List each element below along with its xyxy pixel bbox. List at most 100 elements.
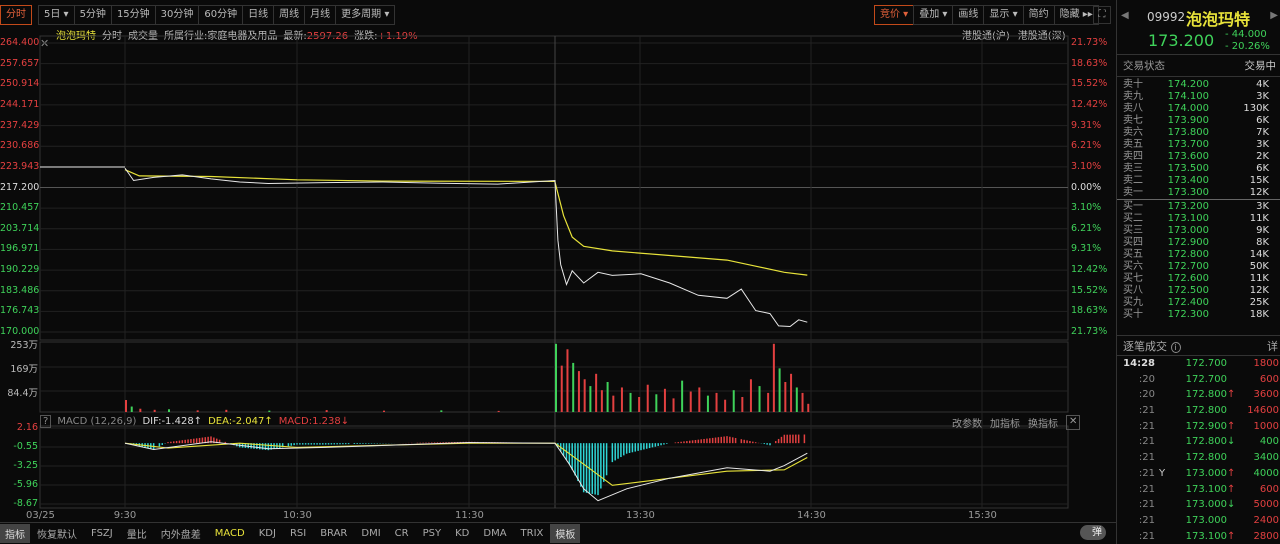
- trade-arrow: ↓: [1227, 436, 1236, 448]
- volume-bar: [724, 399, 727, 412]
- indicator-tab[interactable]: KD: [455, 528, 470, 539]
- level-label: 卖七: [1123, 115, 1143, 126]
- indicator-tab[interactable]: KDJ: [258, 528, 276, 539]
- help-icon[interactable]: ?: [40, 415, 52, 428]
- prev-stock-icon[interactable]: ◀: [1121, 10, 1129, 21]
- indicator-tab[interactable]: 指标: [0, 524, 30, 543]
- panel-frame: [39, 341, 1069, 413]
- level-volume: 130K: [1243, 103, 1269, 114]
- indicator-tab[interactable]: TRIX: [520, 528, 544, 539]
- indicator-tab[interactable]: MACD: [214, 528, 245, 539]
- trade-price: 173.000: [1185, 467, 1227, 479]
- trade-row: 14:28 172.700 1800: [1117, 356, 1280, 372]
- trade-flag: [1155, 372, 1169, 388]
- trade-volume: 1800: [1253, 358, 1279, 369]
- trade-volume: 3400: [1253, 452, 1279, 464]
- trade-volume: 600: [1259, 483, 1279, 495]
- pct-tick: 0.00%: [1071, 181, 1102, 193]
- indicator-tab[interactable]: 量比: [126, 530, 147, 541]
- indicator-tab[interactable]: DMA: [483, 528, 507, 539]
- level-volume: 12K: [1249, 187, 1269, 198]
- price-tick: 223.943: [0, 160, 40, 172]
- stock-title: 泡泡玛特: [1186, 10, 1251, 29]
- level-volume: 18K: [1249, 309, 1269, 320]
- level-volume: 50K: [1249, 261, 1269, 272]
- popup-toggle[interactable]: 弹: [1080, 525, 1106, 540]
- price-tick: 217.200: [0, 181, 40, 193]
- indicator-tab[interactable]: RSI: [289, 528, 307, 539]
- volume-bar: [583, 379, 586, 412]
- level-price: 172.800: [1167, 249, 1209, 260]
- price-tick: 190.229: [0, 264, 40, 276]
- trade-arrow: ↑: [1227, 530, 1236, 542]
- indicator-tab[interactable]: PSY: [422, 528, 442, 539]
- level-volume: 9K: [1256, 225, 1269, 236]
- trade-arrow: [1227, 450, 1237, 466]
- trade-time: :21: [1138, 436, 1155, 448]
- volume-bar: [795, 387, 798, 412]
- price-tick: 196.971: [0, 243, 40, 255]
- trade-arrow: ↑: [1227, 467, 1236, 479]
- indicator-tab[interactable]: BRAR: [320, 528, 348, 539]
- order-level: 买八 172.500 12K: [1117, 285, 1280, 297]
- chart-canvas[interactable]: [0, 0, 1116, 522]
- level-volume: 11K: [1249, 273, 1269, 284]
- trades-detail-button[interactable]: 详: [1267, 339, 1278, 353]
- trading-status: 交易中: [1244, 60, 1277, 72]
- close-indicator-icon[interactable]: ✕: [1066, 415, 1081, 430]
- volume-bar: [758, 386, 761, 412]
- level-volume: 14K: [1249, 249, 1269, 260]
- volume-bar: [801, 392, 804, 412]
- info-icon[interactable]: i: [1170, 341, 1181, 353]
- volume-bar: [638, 397, 641, 412]
- indicator-tab[interactable]: DMI: [361, 528, 381, 539]
- price-line: [124, 167, 808, 328]
- trade-flag: [1155, 513, 1169, 529]
- indicator-tabs: 指标 恢复默认 FSZJ 量比 内外盘差 MACD KDJ RSI BRAR DMI CR PSY KD…: [0, 522, 1116, 544]
- level-label: 买三: [1123, 225, 1143, 236]
- trade-time: :21: [1138, 530, 1155, 542]
- order-level: 买九 172.400 25K: [1117, 297, 1280, 309]
- period-tab[interactable]: 分时: [0, 5, 32, 25]
- trade-time: :21: [1138, 514, 1155, 526]
- level-volume: 25K: [1249, 297, 1269, 308]
- indicator-tab[interactable]: 恢复默认: [37, 530, 77, 541]
- indicator-tab[interactable]: 模板: [550, 524, 581, 543]
- add-indicator-button[interactable]: 加指标: [990, 419, 1020, 430]
- period-tab[interactable]: 更多周期 ▾: [335, 5, 396, 25]
- period-toolbar: 分时 5日 ▾ 5分钟 15分钟 30分钟 60分钟 日线 周线 月线 更多周期 ▾: [0, 5, 396, 25]
- toolbar-button[interactable]: 隐藏 ▸▸: [1053, 5, 1099, 25]
- order-level: 卖八 174.000 130K: [1117, 103, 1280, 115]
- level-label: 卖三: [1123, 163, 1143, 174]
- level-label: 买六: [1123, 261, 1143, 272]
- dif-value: DIF:-1.428↑: [142, 416, 203, 427]
- fullscreen-icon[interactable]: ⛶: [1093, 6, 1111, 24]
- indicator-tab[interactable]: 内外盘差: [160, 530, 201, 541]
- level-price: 172.500: [1167, 285, 1209, 296]
- pct-tick: 21.73%: [1071, 326, 1108, 337]
- trade-price: 172.800: [1185, 436, 1227, 448]
- indicator-tab[interactable]: CR: [394, 528, 409, 539]
- trade-price: 172.800: [1185, 405, 1227, 417]
- trade-price: 173.100: [1185, 483, 1227, 495]
- volume-bar: [196, 410, 199, 412]
- order-level: 买五 172.800 14K: [1117, 249, 1280, 261]
- next-stock-icon[interactable]: ▶: [1270, 10, 1278, 21]
- order-level: 买四 172.900 8K: [1117, 237, 1280, 249]
- change-indicator-button[interactable]: 换指标: [1028, 419, 1058, 430]
- edit-params-button[interactable]: 改参数: [952, 419, 982, 430]
- indicator-tab[interactable]: FSZJ: [91, 528, 113, 539]
- trade-flag: [1155, 387, 1169, 403]
- volume-bar: [749, 379, 752, 412]
- trade-row: :21 172.800 14600: [1117, 403, 1280, 419]
- volume-bar: [168, 409, 170, 412]
- trade-time: 14:28: [1123, 358, 1155, 369]
- volume-bar: [655, 394, 658, 412]
- trade-price: 172.800: [1185, 452, 1227, 464]
- trade-time: :20: [1138, 389, 1155, 401]
- level-label: 卖一: [1123, 187, 1143, 198]
- trade-row: :21 173.000 ↓ 5000: [1117, 497, 1280, 513]
- trade-flag: Y: [1158, 467, 1166, 479]
- time-tick: 13:30: [626, 510, 655, 521]
- level-price: 173.100: [1167, 213, 1209, 224]
